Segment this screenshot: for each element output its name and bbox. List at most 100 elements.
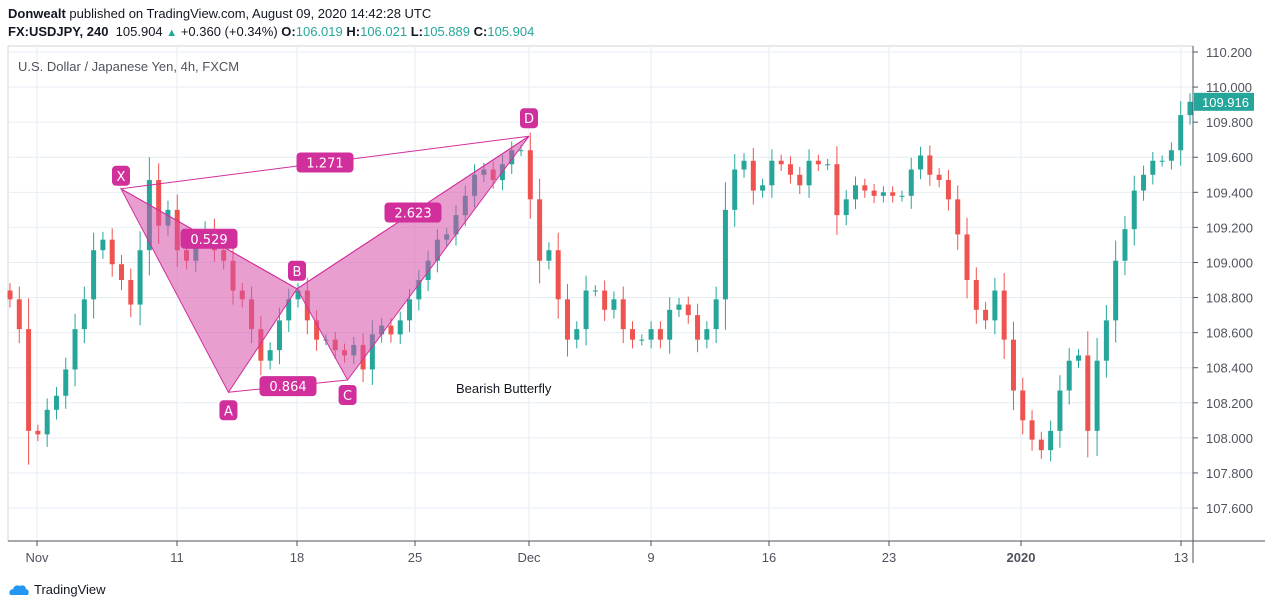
candle: [555, 232, 561, 319]
candle-body: [1029, 420, 1035, 440]
candle: [53, 387, 59, 420]
candle-body: [72, 329, 78, 370]
candle: [1187, 93, 1193, 125]
candle-body: [750, 160, 756, 191]
candle: [564, 283, 570, 357]
candle-body: [1178, 115, 1184, 151]
candle: [880, 186, 886, 203]
candle: [778, 154, 784, 172]
candle-body: [1141, 174, 1147, 191]
y-tick-label: 107.600: [1206, 501, 1253, 516]
candle-body: [267, 350, 273, 361]
candle-body: [704, 329, 710, 340]
x-tick-label: 9: [647, 550, 654, 565]
candle-body: [286, 299, 292, 321]
candle-body: [639, 339, 645, 341]
y-tick-label: 109.200: [1206, 220, 1253, 235]
pattern-name: Bearish Butterfly: [456, 381, 552, 396]
bcd-triangle: [296, 135, 530, 381]
candle: [955, 185, 961, 250]
candle-body: [769, 160, 775, 186]
y-tick-label: 109.600: [1206, 150, 1253, 165]
last-price-label: 109.916: [1202, 95, 1249, 110]
candle-body: [1094, 360, 1100, 431]
candle-body: [16, 299, 22, 330]
pattern-point-b: B: [293, 265, 302, 280]
y-tick-label: 108.000: [1206, 431, 1253, 446]
candle: [667, 297, 673, 354]
candle-body: [620, 299, 626, 330]
candle: [1103, 305, 1109, 378]
candle-body: [611, 299, 617, 310]
ratio-xd-box: [296, 152, 354, 173]
candle-body: [806, 160, 812, 186]
candle-body: [880, 192, 886, 196]
candle: [583, 275, 589, 346]
candle-body: [1131, 190, 1137, 230]
x-tick-label: Nov: [25, 550, 49, 565]
close-value: 105.904: [487, 24, 535, 39]
candle: [1094, 337, 1100, 456]
symbol: FX:USDJPY, 240: [8, 24, 109, 39]
high-value: 106.021: [360, 24, 408, 39]
pattern-point-d-box: [520, 108, 538, 129]
author[interactable]: Donwealt: [8, 6, 66, 21]
candle: [732, 154, 738, 227]
candle: [639, 334, 645, 346]
tradingview-logo[interactable]: TradingView: [8, 582, 106, 597]
candle-body: [973, 280, 979, 310]
candle-body: [1187, 101, 1193, 116]
x-tick-label: 13: [1174, 550, 1188, 565]
tradingview-cloud-icon: [9, 584, 29, 595]
y-tick-label: 108.200: [1206, 396, 1253, 411]
candle: [1141, 165, 1147, 201]
candle-body: [843, 199, 849, 216]
candle-body: [630, 329, 636, 340]
candle-body: [927, 155, 933, 175]
candle: [592, 285, 598, 297]
candle: [704, 321, 710, 349]
candle: [815, 154, 821, 172]
candle: [276, 307, 282, 365]
candle-body: [648, 329, 654, 340]
candle: [834, 146, 840, 235]
candle: [602, 280, 608, 321]
candle-body: [908, 169, 914, 196]
candle: [546, 242, 552, 270]
candle: [676, 297, 682, 318]
candle: [537, 178, 543, 284]
candle: [862, 178, 868, 198]
candle: [109, 228, 115, 277]
publish-info: Donwealt published on TradingView.com, A…: [8, 6, 431, 21]
candle: [964, 217, 970, 299]
candle-body: [862, 185, 868, 191]
close-label: C:: [473, 24, 488, 39]
y-tick-label: 108.600: [1206, 326, 1253, 341]
ratio-ac: 0.864: [269, 380, 306, 395]
candle-body: [602, 290, 608, 310]
candle: [1029, 410, 1035, 451]
candle: [1113, 240, 1119, 343]
candle: [890, 186, 896, 203]
candle: [35, 424, 41, 442]
candle-body: [815, 160, 821, 165]
candle: [657, 321, 663, 349]
candle-body: [741, 160, 747, 170]
candle-body: [1038, 439, 1044, 451]
candle: [137, 231, 143, 326]
ratio-xd: 1.271: [306, 157, 343, 172]
candle-body: [797, 174, 803, 186]
ratio-bd-box: [384, 202, 442, 223]
candle-body: [1150, 160, 1156, 175]
pattern-point-d: D: [524, 112, 534, 127]
pattern-point-a-box: [219, 400, 238, 421]
last-price-marker: [1194, 92, 1254, 111]
candle: [1066, 347, 1072, 405]
candle-body: [713, 299, 719, 330]
candle: [806, 149, 812, 198]
candle: [685, 296, 691, 324]
x-tick-label: Dec: [517, 550, 541, 565]
candle-body: [1048, 430, 1054, 451]
candle-body: [100, 239, 106, 251]
